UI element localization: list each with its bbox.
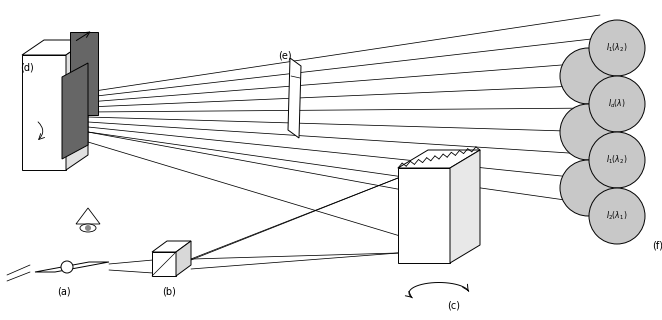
Text: (b): (b) [162,286,176,296]
Polygon shape [22,55,66,170]
Polygon shape [450,150,480,263]
Polygon shape [35,262,109,272]
Circle shape [589,188,645,244]
Circle shape [560,160,616,216]
Text: (a): (a) [57,287,71,297]
Text: $I_1(\lambda_2)$: $I_1(\lambda_2)$ [606,42,628,54]
Polygon shape [152,241,191,252]
Circle shape [85,225,91,231]
Polygon shape [70,32,98,115]
Text: (e): (e) [278,50,292,60]
Polygon shape [76,208,100,224]
Text: $I_1(\lambda_2)$: $I_1(\lambda_2)$ [606,154,628,166]
Polygon shape [398,150,480,168]
Polygon shape [176,241,191,276]
Circle shape [589,76,645,132]
Text: $I_2(\lambda_1)$: $I_2(\lambda_1)$ [606,210,628,222]
Polygon shape [66,40,88,170]
Text: $I_d(\lambda)$: $I_d(\lambda)$ [608,98,626,110]
Polygon shape [288,58,301,138]
Text: (d): (d) [20,63,34,73]
Circle shape [589,20,645,76]
Circle shape [589,132,645,188]
Text: (c): (c) [447,301,460,311]
Text: (f): (f) [652,240,662,250]
Circle shape [61,261,73,273]
Circle shape [560,48,616,104]
Polygon shape [398,168,450,263]
Circle shape [560,104,616,160]
Polygon shape [62,63,88,159]
Ellipse shape [80,224,96,232]
Polygon shape [22,40,88,55]
Polygon shape [152,252,176,276]
